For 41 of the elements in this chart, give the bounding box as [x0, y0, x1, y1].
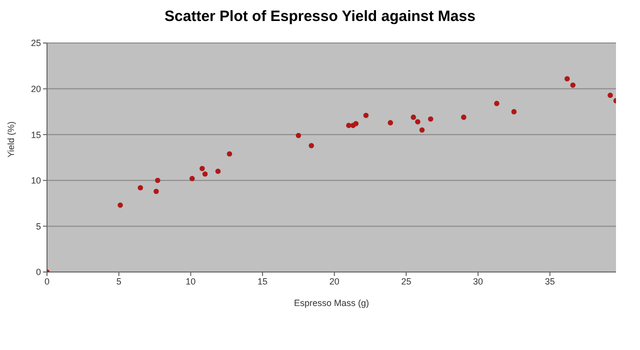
y-tick-label: 25 — [30, 38, 41, 48]
chart-title: Scatter Plot of Espresso Yield against Mass — [164, 8, 476, 25]
point — [608, 92, 613, 98]
point — [154, 188, 159, 194]
point — [494, 100, 500, 106]
point — [363, 112, 369, 118]
y-tick-label: 20 — [30, 84, 41, 94]
point — [564, 76, 570, 82]
y-axis-title: Yield (%) — [6, 121, 16, 158]
y-tick-label: 15 — [30, 130, 41, 140]
point — [308, 142, 314, 148]
x-tick-label: 25 — [401, 276, 412, 286]
y-tick-label: 5 — [36, 221, 41, 232]
point — [200, 166, 205, 172]
y-tick-label: 10 — [30, 176, 41, 186]
point — [118, 202, 123, 208]
x-tick-label: 5 — [116, 276, 122, 286]
x-tick-label: 30 — [473, 276, 484, 286]
x-tick-label: 0 — [44, 276, 50, 286]
point — [415, 119, 420, 124]
point — [388, 120, 394, 126]
point — [215, 168, 221, 174]
point — [419, 127, 425, 133]
x-tick-label: 35 — [544, 276, 555, 286]
point — [511, 109, 517, 114]
point — [353, 120, 359, 126]
x-axis-title: Espresso Mass (g) — [294, 298, 370, 308]
point — [428, 116, 434, 122]
point — [202, 171, 208, 177]
point — [410, 114, 416, 120]
y-tick-label: 0 — [36, 267, 41, 278]
x-tick-label: 15 — [258, 276, 268, 286]
point — [226, 151, 232, 156]
point — [189, 176, 195, 182]
point — [138, 185, 144, 190]
x-tick-label: 10 — [186, 276, 196, 286]
x-tick-label: 20 — [329, 276, 340, 286]
point — [296, 132, 302, 138]
point — [461, 114, 466, 120]
point — [570, 82, 576, 88]
point — [154, 178, 160, 184]
